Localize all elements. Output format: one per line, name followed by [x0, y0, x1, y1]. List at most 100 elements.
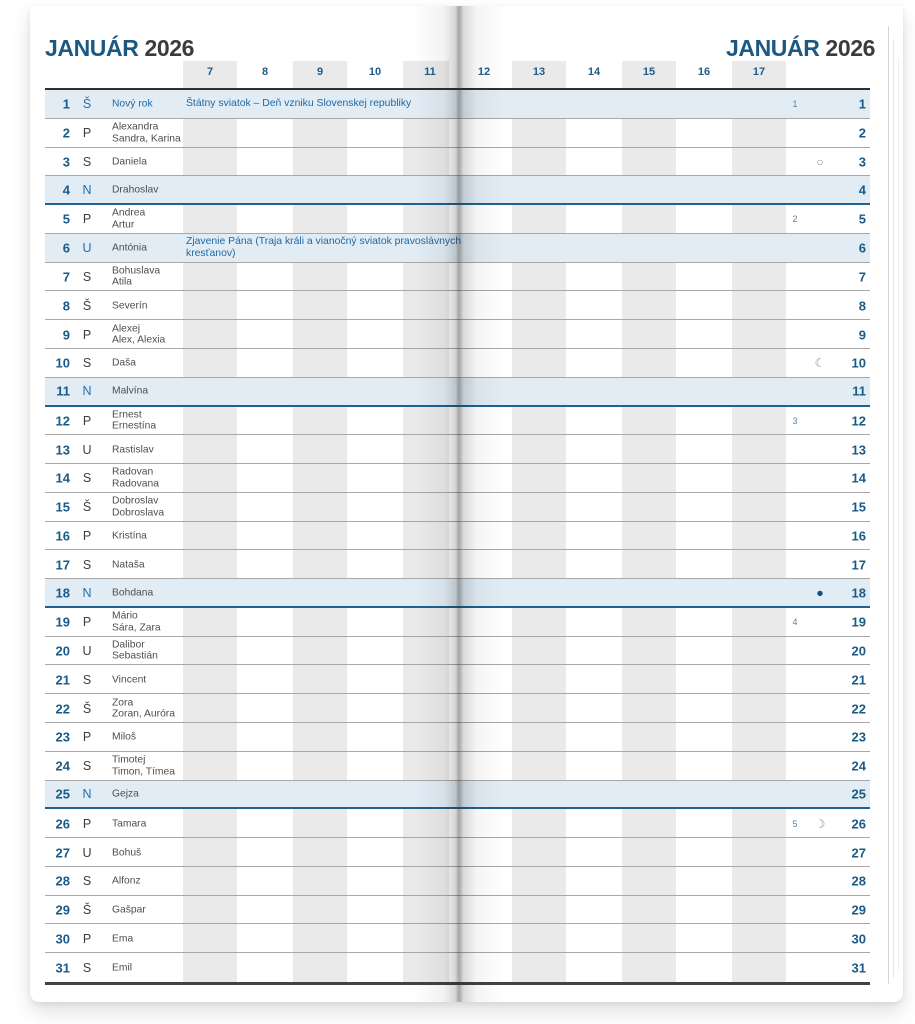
nameday-name: Nový rok — [112, 98, 153, 110]
nameday-name: Malvína — [112, 385, 149, 397]
day-number-right: 14 — [851, 470, 866, 486]
page-stack-edge — [90, 1008, 850, 1009]
week-number: 1 — [792, 99, 798, 110]
nameday-names: Ema — [112, 933, 224, 944]
day-row: 21 S Vincent 21 — [45, 665, 870, 694]
day-number: 2 — [62, 125, 70, 141]
hour-column-band — [183, 61, 237, 984]
nameday-name: Alexej — [112, 323, 141, 335]
hour-label: 17 — [752, 66, 766, 78]
weekday-letter: S — [82, 960, 92, 975]
day-number-right: 24 — [851, 758, 866, 774]
hour-label: 9 — [316, 66, 324, 78]
day-number-right: 26 — [851, 816, 866, 832]
nameday-name: Vincent — [112, 674, 147, 686]
page-title-right: JANUÁR 2026 — [726, 35, 875, 62]
day-number: 19 — [55, 614, 70, 630]
month-label: JANUÁR — [725, 35, 820, 61]
hour-label: 16 — [697, 66, 711, 78]
day-row: 30 P Ema 30 — [45, 924, 870, 953]
nameday-name: Dalibor — [112, 639, 145, 651]
nameday-name: Radovan — [112, 467, 154, 479]
day-number-right: 28 — [851, 873, 866, 889]
nameday-names: Rastislav — [112, 444, 224, 455]
day-number: 11 — [56, 383, 70, 399]
nameday-names: Kristína — [112, 530, 224, 541]
nameday-name: Timon, Tímea — [112, 766, 175, 778]
full-moon-icon: ○ — [816, 154, 824, 169]
nameday-name: Dobroslava — [112, 507, 165, 519]
day-number: 17 — [55, 557, 70, 573]
day-number-right: 18 — [851, 585, 866, 601]
hour-label: 15 — [642, 66, 656, 78]
weekday-letter: P — [82, 816, 92, 831]
hour-column-band — [732, 61, 786, 984]
nameday-names: Bohuslava Atila — [112, 266, 224, 289]
nameday-names: Alfonz — [112, 876, 224, 887]
nameday-names: Antónia — [112, 243, 224, 254]
day-number-right: 22 — [851, 701, 866, 717]
nameday-names: Daša — [112, 358, 224, 369]
nameday-name: Kristína — [112, 530, 147, 542]
day-number: 5 — [62, 211, 70, 227]
nameday-name: Sára, Zara — [112, 622, 161, 634]
weekday-letter: S — [82, 270, 92, 285]
nameday-name: Ernestína — [112, 420, 157, 432]
page-stack-edge — [64, 1003, 874, 1004]
day-number-right: 30 — [851, 931, 866, 947]
nameday-name: Zoran, Auróra — [112, 708, 175, 720]
nameday-names: Bohdana — [112, 587, 224, 598]
day-number-right: 20 — [851, 643, 866, 659]
week-number: 3 — [792, 415, 798, 426]
day-number: 16 — [55, 528, 70, 544]
nameday-name: Ernest — [112, 409, 142, 421]
day-number-right: 27 — [851, 845, 866, 860]
nameday-names: Gejza — [112, 788, 224, 799]
day-row: 24 S Timotej Timon, Tímea 24 — [45, 752, 870, 781]
nameday-name: Alex, Alexia — [112, 334, 166, 346]
nameday-name: Alexandra — [112, 121, 159, 133]
day-number: 9 — [62, 327, 70, 343]
nameday-names: Gašpar — [112, 904, 224, 915]
nameday-names: Malvína — [112, 385, 224, 396]
weekday-letter: U — [82, 845, 92, 860]
day-row: 14 S Radovan Radovana 14 — [45, 464, 870, 493]
year-label: 2026 — [825, 35, 875, 61]
first-quarter-icon: ☽ — [814, 816, 826, 831]
day-number: 7 — [62, 269, 70, 285]
weekday-letter: P — [82, 126, 92, 141]
day-number: 29 — [55, 902, 70, 918]
day-number-right: 23 — [851, 729, 866, 745]
nameday-names: Alexandra Sandra, Karina — [112, 122, 224, 145]
nameday-name: Nataša — [112, 559, 145, 571]
day-row: 9 P Alexej Alex, Alexia 9 — [45, 320, 870, 349]
weekday-letter: N — [82, 384, 92, 399]
hour-label: 8 — [261, 66, 269, 78]
weekday-letter: U — [82, 442, 92, 457]
nameday-names: Drahoslav — [112, 184, 224, 195]
nameday-names: Timotej Timon, Tímea — [112, 755, 224, 778]
nameday-names: Dobroslav Dobroslava — [112, 496, 224, 519]
page-stack-edge — [893, 40, 894, 978]
nameday-name: Gejza — [112, 788, 139, 800]
weekday-letter: P — [82, 528, 92, 543]
day-number: 6 — [62, 240, 70, 256]
hour-label: 12 — [477, 66, 491, 78]
nameday-name: Alfonz — [112, 875, 141, 887]
day-number-right: 17 — [851, 557, 866, 573]
hour-label: 10 — [368, 66, 382, 78]
day-row: 3 S Daniela ○ 3 — [45, 148, 870, 177]
page-stack-edge — [898, 58, 899, 970]
day-row: 19 P Mário Sára, Zara 4 19 — [45, 608, 870, 637]
nameday-names: Miloš — [112, 732, 224, 743]
day-number-right: 4 — [858, 182, 866, 198]
day-number-right: 25 — [851, 786, 866, 802]
day-row: 2 P Alexandra Sandra, Karina 2 — [45, 119, 870, 148]
nameday-names: Ernest Ernestína — [112, 409, 224, 432]
weekday-letter: U — [82, 241, 92, 256]
nameday-names: Emil — [112, 962, 224, 973]
weekday-letter: S — [82, 154, 92, 169]
weekday-letter: S — [82, 874, 92, 889]
day-number-right: 8 — [858, 298, 866, 314]
